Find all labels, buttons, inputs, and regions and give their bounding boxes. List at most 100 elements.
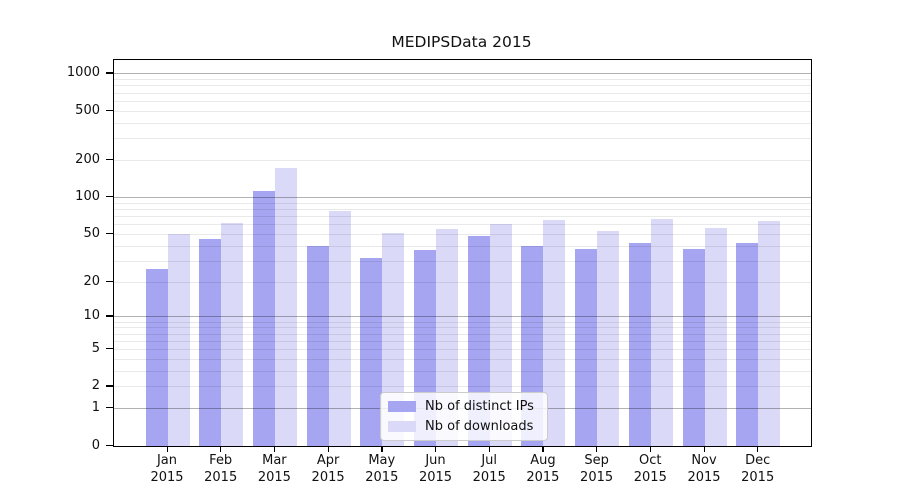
y-tick-label-1000: 1000: [66, 65, 100, 81]
bar-downloads-sep: [597, 231, 620, 446]
bar-downloads-nov: [704, 228, 727, 446]
x-tick-label-year: 2015: [418, 469, 453, 485]
gridline-10: [114, 316, 811, 318]
bar-downloads-aug: [543, 220, 566, 446]
gridline-60: [114, 224, 811, 226]
y-tick-5: [106, 348, 113, 350]
x-tick-dec: [757, 446, 759, 452]
gridline-600: [114, 100, 811, 102]
x-tick-jul: [488, 446, 490, 452]
x-tick-nov: [703, 446, 705, 452]
grid-layer: [114, 60, 811, 446]
gridline-200: [114, 159, 811, 161]
x-tick-label-year: 2015: [633, 469, 667, 485]
x-tick-label-year: 2015: [311, 469, 345, 485]
y-tick-label-100: 100: [75, 188, 100, 204]
gridline-6: [114, 340, 811, 342]
y-tick-20: [106, 280, 113, 282]
y-tick-2: [106, 385, 113, 387]
y-tick-100: [106, 195, 113, 198]
legend-swatch-downloads: [388, 421, 416, 432]
gridline-4: [114, 358, 811, 360]
x-tick-label-year: 2015: [687, 469, 721, 485]
bar-downloads-apr: [328, 210, 351, 446]
x-tick-label-year: 2015: [741, 469, 775, 485]
x-tick-label-sep: Sep 2015: [567, 453, 627, 486]
gridline-900: [114, 79, 811, 81]
bar-distinct-ips-feb: [199, 238, 222, 446]
legend-entry-distinct-ips: Nb of distinct IPs: [388, 399, 540, 414]
bar-distinct-ips-apr: [306, 246, 329, 446]
x-tick-label-jul: Jul 2015: [459, 453, 519, 486]
x-tick-label-dec: Dec 2015: [728, 453, 788, 486]
gridline-40: [114, 245, 811, 247]
x-tick-oct: [649, 446, 652, 452]
bar-downloads-dec: [758, 221, 781, 446]
bar-downloads-jun: [436, 229, 458, 446]
bar-downloads-jul: [489, 223, 512, 446]
y-tick-10: [106, 315, 113, 317]
gridline-80: [114, 208, 811, 210]
y-tick-0: [106, 444, 113, 446]
gridline-20: [114, 281, 811, 283]
y-tick-500: [106, 109, 113, 112]
bar-distinct-ips-sep: [575, 248, 598, 446]
y-tick-label-2: 2: [91, 378, 100, 394]
x-tick-label-feb: Feb 2015: [191, 453, 251, 486]
x-tick-label-apr: Apr 2015: [298, 453, 358, 486]
y-tick-50: [106, 232, 113, 235]
gridline-70: [114, 215, 811, 217]
x-tick-label-mar: Mar 2015: [244, 453, 304, 486]
y-tick-label-200: 200: [75, 151, 100, 167]
y-tick-label-5: 5: [91, 341, 100, 356]
bar-distinct-ips-dec: [736, 243, 759, 446]
bar-distinct-ips-nov: [682, 248, 705, 446]
x-tick-label-nov: Nov 2015: [674, 453, 734, 486]
x-tick-aug: [542, 446, 544, 452]
bar-distinct-ips-may: [360, 257, 383, 446]
gridline-400: [114, 122, 811, 124]
x-tick-label-year: 2015: [580, 469, 614, 485]
x-tick-apr: [327, 446, 329, 452]
gridline-90: [114, 202, 811, 204]
gridline-1000: [114, 73, 811, 75]
x-tick-label-jun: Jun 2015: [406, 453, 466, 486]
gridline-700: [114, 92, 811, 94]
y-tick-label-500: 500: [75, 102, 100, 118]
y-tick-label-0: 0: [91, 437, 100, 453]
y-tick-label-10: 10: [83, 308, 100, 324]
x-tick-label-may: May 2015: [352, 453, 412, 486]
gridline-50: [114, 233, 811, 235]
y-tick-200: [106, 158, 113, 161]
x-tick-jun: [435, 446, 437, 452]
y-tick-label-50: 50: [83, 225, 100, 241]
legend-entry-downloads: Nb of downloads: [388, 419, 540, 434]
gridline-7: [114, 333, 811, 335]
bar-downloads-feb: [221, 222, 244, 446]
y-tick-label-1: 1: [91, 400, 100, 416]
plot-area: Nb of distinct IPs Nb of downloads: [113, 59, 812, 447]
y-tick-1: [106, 407, 113, 409]
x-tick-label-year: 2015: [526, 469, 560, 485]
x-tick-label-oct: Oct 2015: [620, 453, 680, 486]
x-tick-label-year: 2015: [150, 469, 184, 485]
bar-downloads-mar: [274, 167, 297, 446]
gridline-8: [114, 327, 811, 329]
legend: Nb of distinct IPs Nb of downloads: [380, 392, 548, 441]
bar-downloads-oct: [650, 218, 673, 446]
gridline-300: [114, 138, 811, 140]
x-tick-feb: [220, 446, 222, 452]
x-tick-label-year: 2015: [204, 469, 238, 485]
y-tick-label-20: 20: [83, 273, 100, 289]
legend-label-downloads: Nb of downloads: [425, 419, 534, 434]
x-tick-mar: [273, 446, 276, 452]
chart-title: MEDIPSData 2015: [391, 33, 532, 51]
x-tick-label-year: 2015: [472, 469, 506, 485]
gridline-2: [114, 386, 811, 388]
bar-distinct-ips-oct: [628, 243, 651, 446]
x-tick-label-aug: Aug 2015: [513, 453, 573, 486]
gridline-3: [114, 370, 811, 372]
x-tick-may: [381, 446, 383, 452]
gridline-30: [114, 260, 811, 262]
